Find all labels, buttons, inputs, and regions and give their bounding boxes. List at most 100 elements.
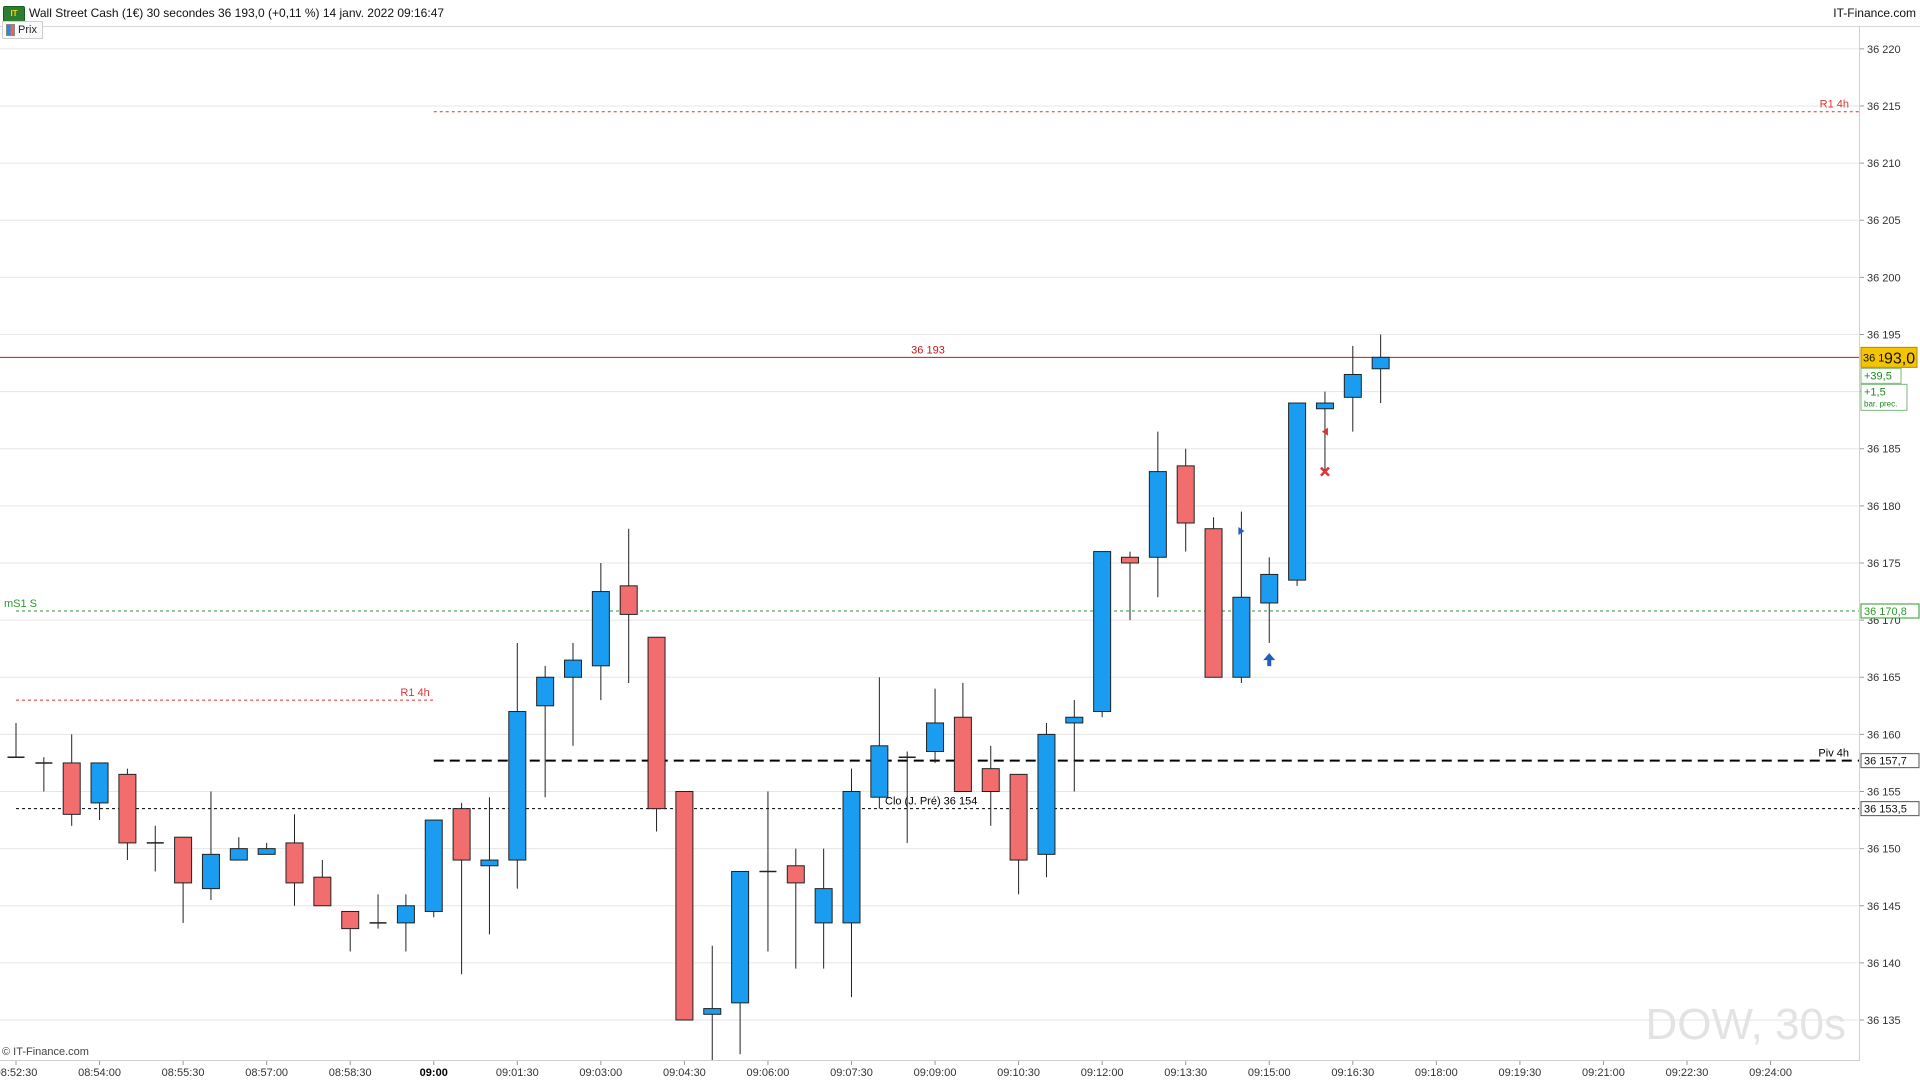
copyright-label: © IT-Finance.com	[2, 1046, 89, 1058]
x-tick-label: 08:52:30	[0, 1067, 37, 1079]
current-price-main: 93,0	[1884, 350, 1915, 367]
level-badge-label: 36 170,8	[1864, 606, 1907, 618]
candle-body	[508, 711, 527, 861]
x-tick-label: 09:03:00	[579, 1067, 622, 1079]
x-tick-label: 09:04:30	[663, 1067, 706, 1079]
cross-marker-icon	[1320, 466, 1330, 477]
candle-body	[1204, 528, 1223, 678]
x-tick-label: 09:21:00	[1582, 1067, 1625, 1079]
level-label: 36 193	[911, 344, 945, 356]
candle-body	[591, 591, 610, 667]
x-tick-label: 09:07:30	[830, 1067, 873, 1079]
candle-body	[1176, 465, 1195, 524]
candle-body	[703, 1008, 722, 1015]
y-tick-label: 36 165	[1867, 672, 1901, 684]
arrow-up-icon	[1263, 653, 1276, 667]
candle-body	[229, 848, 248, 861]
change-prev-caption: bar. prec.	[1864, 399, 1897, 408]
y-tick-label: 36 160	[1867, 729, 1901, 741]
x-tick-label: 09:00	[420, 1067, 448, 1079]
current-price-badge	[1860, 346, 1918, 368]
candle-body	[174, 836, 193, 884]
x-tick-label: 09:19:30	[1498, 1067, 1541, 1079]
y-tick-label: 36 205	[1867, 215, 1901, 227]
x-tick-label: 08:55:30	[162, 1067, 205, 1079]
x-tick-label: 09:16:30	[1331, 1067, 1374, 1079]
level-label: Piv 4h	[1818, 748, 1849, 760]
legend-label: Prix	[18, 24, 37, 36]
candle-body	[536, 676, 555, 707]
candle-body	[118, 773, 137, 844]
y-tick-label: 36 140	[1867, 958, 1901, 970]
y-tick-label: 36 210	[1867, 158, 1901, 170]
x-tick-label: 09:01:30	[496, 1067, 539, 1079]
y-tick-label: 36 200	[1867, 272, 1901, 284]
level-badge	[1860, 753, 1920, 769]
y-tick-label: 36 155	[1867, 787, 1901, 799]
title-bar: IT Wall Street Cash (1€) 30 secondes 36 …	[0, 0, 1920, 27]
candle-body	[786, 865, 805, 884]
candle-body	[1093, 551, 1112, 713]
level-badge-label: 36 157,7	[1864, 756, 1907, 768]
candle-body	[564, 659, 582, 678]
level-badge	[1860, 603, 1920, 619]
candle-body	[926, 722, 945, 753]
candle-body	[647, 636, 666, 810]
candle-body	[201, 853, 220, 890]
candle-body	[953, 716, 972, 793]
brand-label[interactable]: IT-Finance.com	[1833, 6, 1916, 20]
x-tick-label: 09:12:00	[1081, 1067, 1124, 1079]
candle-body	[480, 859, 499, 867]
candle-body	[1315, 402, 1334, 410]
triangle-left-icon	[1321, 427, 1328, 436]
triangle-right-icon	[1238, 527, 1245, 536]
app-logo: IT	[3, 6, 25, 22]
candle-body	[1009, 773, 1028, 861]
y-tick-label: 36 145	[1867, 901, 1901, 913]
candle-body	[313, 876, 332, 907]
time-axis-line	[0, 1060, 1859, 1061]
candle-body	[1343, 373, 1362, 398]
candle-body	[731, 870, 750, 1004]
candle-body	[452, 808, 471, 861]
candle-swatch-icon	[6, 24, 15, 36]
x-tick-label: 09:10:30	[997, 1067, 1040, 1079]
level-badge-label: 36 153,5	[1864, 804, 1907, 816]
candle-body	[1121, 556, 1139, 564]
change-prev-label: +1,5	[1864, 386, 1886, 398]
price-axis-line	[1859, 26, 1860, 1061]
candle-body	[1037, 733, 1056, 855]
y-tick-label: 36 195	[1867, 329, 1901, 341]
y-tick-label: 36 180	[1867, 501, 1901, 513]
candle-body	[257, 848, 276, 855]
candle-body	[1288, 402, 1307, 581]
x-tick-label: 09:13:30	[1164, 1067, 1207, 1079]
y-tick-label: 36 215	[1867, 101, 1901, 113]
level-label: Clo (J. Pré) 36 154	[885, 796, 977, 808]
candle-body	[1260, 573, 1279, 604]
change-prev-badge	[1860, 383, 1908, 411]
candle-body	[62, 762, 81, 815]
y-tick-label: 36 185	[1867, 444, 1901, 456]
candle-body	[1371, 356, 1390, 370]
y-tick-label: 36 220	[1867, 44, 1901, 56]
level-badge	[1860, 801, 1920, 817]
candle-body	[870, 745, 889, 798]
x-tick-label: 08:57:00	[245, 1067, 288, 1079]
candle-body	[842, 791, 861, 924]
legend-price[interactable]: Prix	[2, 21, 43, 39]
y-tick-label: 36 150	[1867, 844, 1901, 856]
chart-title: Wall Street Cash (1€) 30 secondes 36 193…	[29, 6, 445, 20]
level-label: mS1 S	[4, 598, 37, 610]
candle-body	[814, 888, 833, 924]
candle-body	[619, 585, 638, 615]
current-price-prefix: 36 1	[1863, 352, 1884, 364]
candle-body	[341, 910, 360, 930]
change-badge	[1860, 367, 1902, 384]
candle-body	[1148, 471, 1167, 558]
y-tick-label: 36 135	[1867, 1015, 1901, 1027]
candle-body	[424, 819, 443, 912]
candle-body	[285, 842, 304, 884]
watermark-label: DOW, 30s	[1645, 1000, 1847, 1049]
